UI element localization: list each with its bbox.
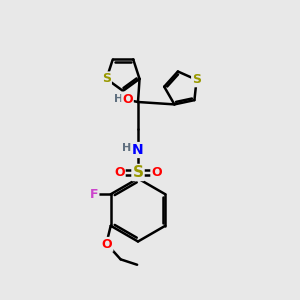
Text: S: S	[133, 165, 143, 180]
Text: S: S	[192, 73, 201, 86]
Text: H: H	[122, 142, 131, 153]
Text: F: F	[90, 188, 98, 201]
Text: N: N	[132, 143, 144, 157]
Text: H: H	[114, 94, 123, 104]
Text: O: O	[122, 92, 133, 106]
Text: O: O	[151, 166, 162, 179]
Text: S: S	[102, 72, 111, 86]
Text: O: O	[114, 166, 125, 179]
Text: O: O	[102, 238, 112, 251]
